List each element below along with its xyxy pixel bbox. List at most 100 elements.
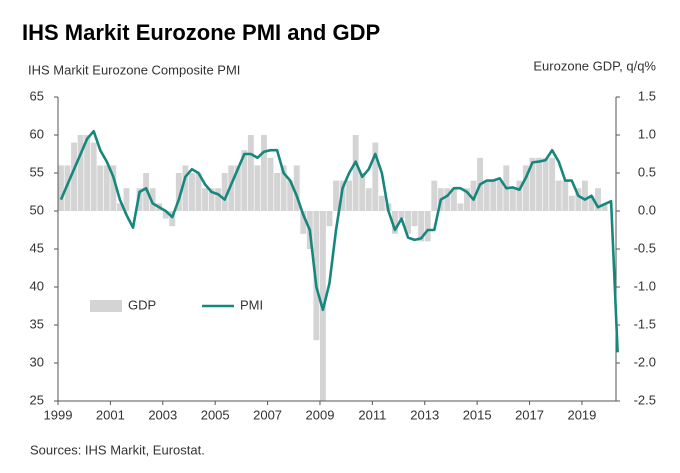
y-tick-label: 55	[30, 164, 44, 179]
gdp-bar	[116, 203, 123, 211]
gdp-bar	[162, 211, 169, 219]
legend-label: GDP	[128, 297, 156, 312]
gdp-bar	[208, 188, 215, 211]
gdp-bar	[411, 211, 418, 227]
y-tick-label: 35	[30, 316, 44, 331]
gdp-bar	[97, 165, 104, 211]
y2-axis-label: Eurozone GDP, q/q%	[533, 58, 656, 73]
gdp-bar	[542, 157, 549, 211]
gdp-bar	[175, 173, 182, 211]
chart-title: IHS Markit Eurozone PMI and GDP	[22, 20, 380, 45]
gdp-bar	[431, 180, 438, 211]
gdp-bar	[110, 165, 117, 211]
gdp-bar	[490, 180, 497, 211]
gdp-bar	[84, 135, 91, 211]
gdp-bar	[293, 165, 300, 211]
gdp-bar	[241, 150, 248, 211]
gdp-bar	[444, 188, 451, 211]
gdp-bar	[418, 211, 425, 242]
gdp-bar	[516, 180, 523, 211]
y-tick-label: 60	[30, 126, 44, 141]
gdp-bar	[215, 188, 222, 211]
gdp-bar	[300, 211, 307, 234]
x-tick-label: 2001	[96, 407, 125, 422]
gdp-bar	[509, 188, 516, 211]
gdp-bar	[601, 203, 608, 211]
x-tick-label: 2005	[201, 407, 230, 422]
gdp-bar	[254, 165, 261, 211]
gdp-bar	[595, 188, 601, 211]
legend-label: PMI	[240, 297, 263, 312]
gdp-bar	[188, 173, 195, 211]
gdp-bar	[588, 195, 595, 211]
gdp-bar	[365, 188, 372, 211]
pmi-line	[59, 129, 619, 353]
gdp-bar	[575, 188, 582, 211]
gdp-bar	[392, 211, 398, 234]
y2-tick-label: 0.0	[638, 202, 656, 217]
gdp-bar	[529, 157, 536, 211]
gdp-bar	[247, 135, 254, 211]
y-tick-label: 65	[30, 88, 44, 103]
gdp-bar	[581, 180, 588, 211]
gdp-bar	[280, 165, 287, 211]
x-tick-label: 2019	[567, 407, 596, 422]
gdp-bar	[562, 180, 569, 211]
y2-tick-label: 1.0	[638, 126, 656, 141]
x-tick-label: 2007	[253, 407, 282, 422]
y2-tick-label: -0.5	[634, 240, 656, 255]
gdp-bar	[568, 195, 575, 211]
gdp-bar	[457, 203, 464, 211]
gdp-bar	[326, 211, 333, 227]
gdp-bar	[287, 180, 294, 211]
y2-tick-label: -2.0	[634, 354, 656, 369]
gdp-bar	[261, 135, 267, 211]
y-axis-label: IHS Markit Eurozone Composite PMI	[28, 62, 240, 77]
gdp-bar	[221, 173, 228, 211]
gdp-bar	[352, 135, 359, 211]
gdp-bar	[405, 211, 412, 234]
gdp-bar	[424, 211, 431, 242]
gdp-bar	[169, 211, 176, 227]
gdp-bar	[195, 173, 202, 211]
y-tick-label: 25	[30, 392, 44, 407]
y-tick-label: 30	[30, 354, 44, 369]
gdp-bar	[71, 142, 77, 211]
gdp-bar	[319, 211, 326, 401]
gdp-bar	[483, 180, 490, 211]
x-tick-label: 1999	[44, 407, 73, 422]
gdp-bar	[333, 180, 339, 211]
gdp-bar	[90, 142, 97, 211]
gdp-bar	[234, 165, 241, 211]
gdp-bar	[123, 188, 130, 211]
gdp-bar	[103, 165, 110, 211]
legend-swatch	[90, 300, 122, 312]
y2-tick-label: -1.0	[634, 278, 656, 293]
gdp-bar	[149, 188, 156, 211]
gdp-bar	[77, 135, 84, 211]
y-tick-label: 40	[30, 278, 44, 293]
gdp-bar	[536, 157, 542, 211]
x-tick-label: 2003	[148, 407, 177, 422]
gdp-bar	[143, 173, 150, 211]
gdp-bar	[182, 165, 189, 211]
x-tick-label: 2009	[306, 407, 335, 422]
source-note: Sources: IHS Markit, Eurostat.	[30, 442, 205, 457]
x-tick-label: 2011	[358, 407, 386, 422]
gdp-bar	[228, 165, 235, 211]
gdp-bar	[549, 157, 556, 211]
gdp-bar	[450, 188, 457, 211]
gdp-bar	[372, 142, 379, 211]
gdp-bar	[274, 173, 281, 211]
gdp-bar	[202, 188, 208, 211]
gdp-bar	[64, 165, 71, 211]
y2-tick-label: 0.5	[638, 164, 656, 179]
gdp-bar	[359, 173, 366, 211]
gdp-bar	[267, 157, 274, 211]
y2-tick-label: -1.5	[634, 316, 656, 331]
x-tick-label: 2017	[515, 407, 544, 422]
gdp-bar	[555, 180, 562, 211]
gdp-bar	[313, 211, 320, 341]
x-tick-label: 2015	[463, 407, 492, 422]
